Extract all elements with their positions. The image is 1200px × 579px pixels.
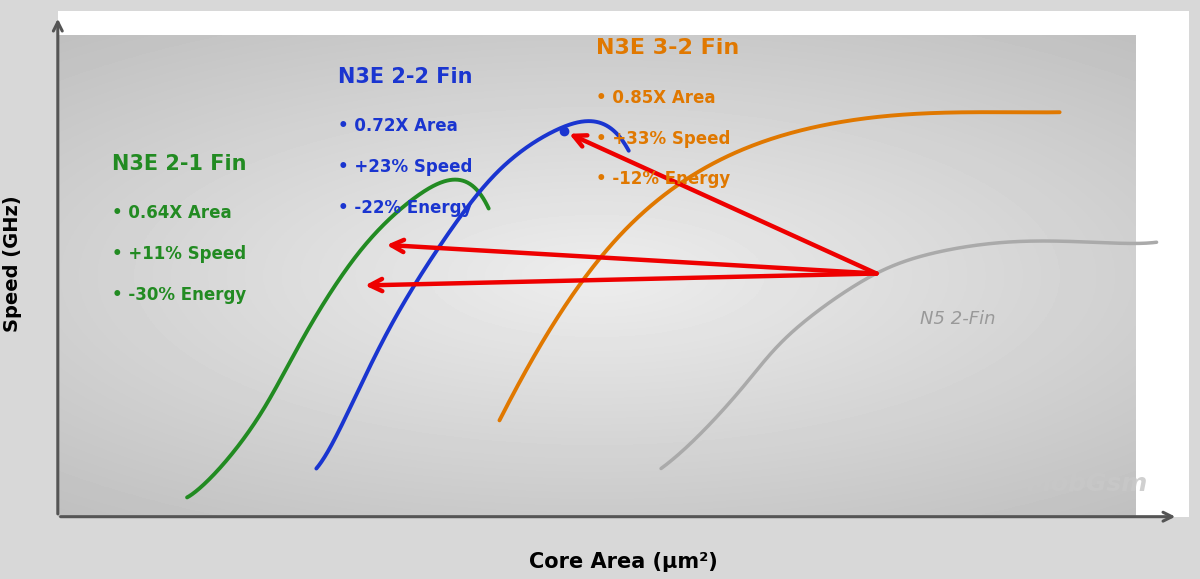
Text: Core Area (μm²): Core Area (μm²) xyxy=(529,552,718,572)
Text: • -22% Energy: • -22% Energy xyxy=(338,199,473,217)
Text: • +33% Speed: • +33% Speed xyxy=(596,130,731,148)
Text: • 0.64X Area: • 0.64X Area xyxy=(112,204,232,222)
Text: N3E 3-2 Fin: N3E 3-2 Fin xyxy=(596,38,739,58)
Text: N5 2-Fin: N5 2-Fin xyxy=(919,310,995,328)
Text: N3E 2-2 Fin: N3E 2-2 Fin xyxy=(338,67,473,87)
Text: • +11% Speed: • +11% Speed xyxy=(112,245,246,263)
Text: Speed (GHz): Speed (GHz) xyxy=(4,196,22,332)
Text: N3E 2-1 Fin: N3E 2-1 Fin xyxy=(112,154,246,174)
Text: • -12% Energy: • -12% Energy xyxy=(596,170,731,188)
Text: • 0.85X Area: • 0.85X Area xyxy=(596,89,716,107)
Text: MobGsm: MobGsm xyxy=(1026,472,1147,496)
Text: • 0.72X Area: • 0.72X Area xyxy=(338,118,457,135)
Text: • -30% Energy: • -30% Energy xyxy=(112,286,246,304)
Text: • +23% Speed: • +23% Speed xyxy=(338,159,473,177)
